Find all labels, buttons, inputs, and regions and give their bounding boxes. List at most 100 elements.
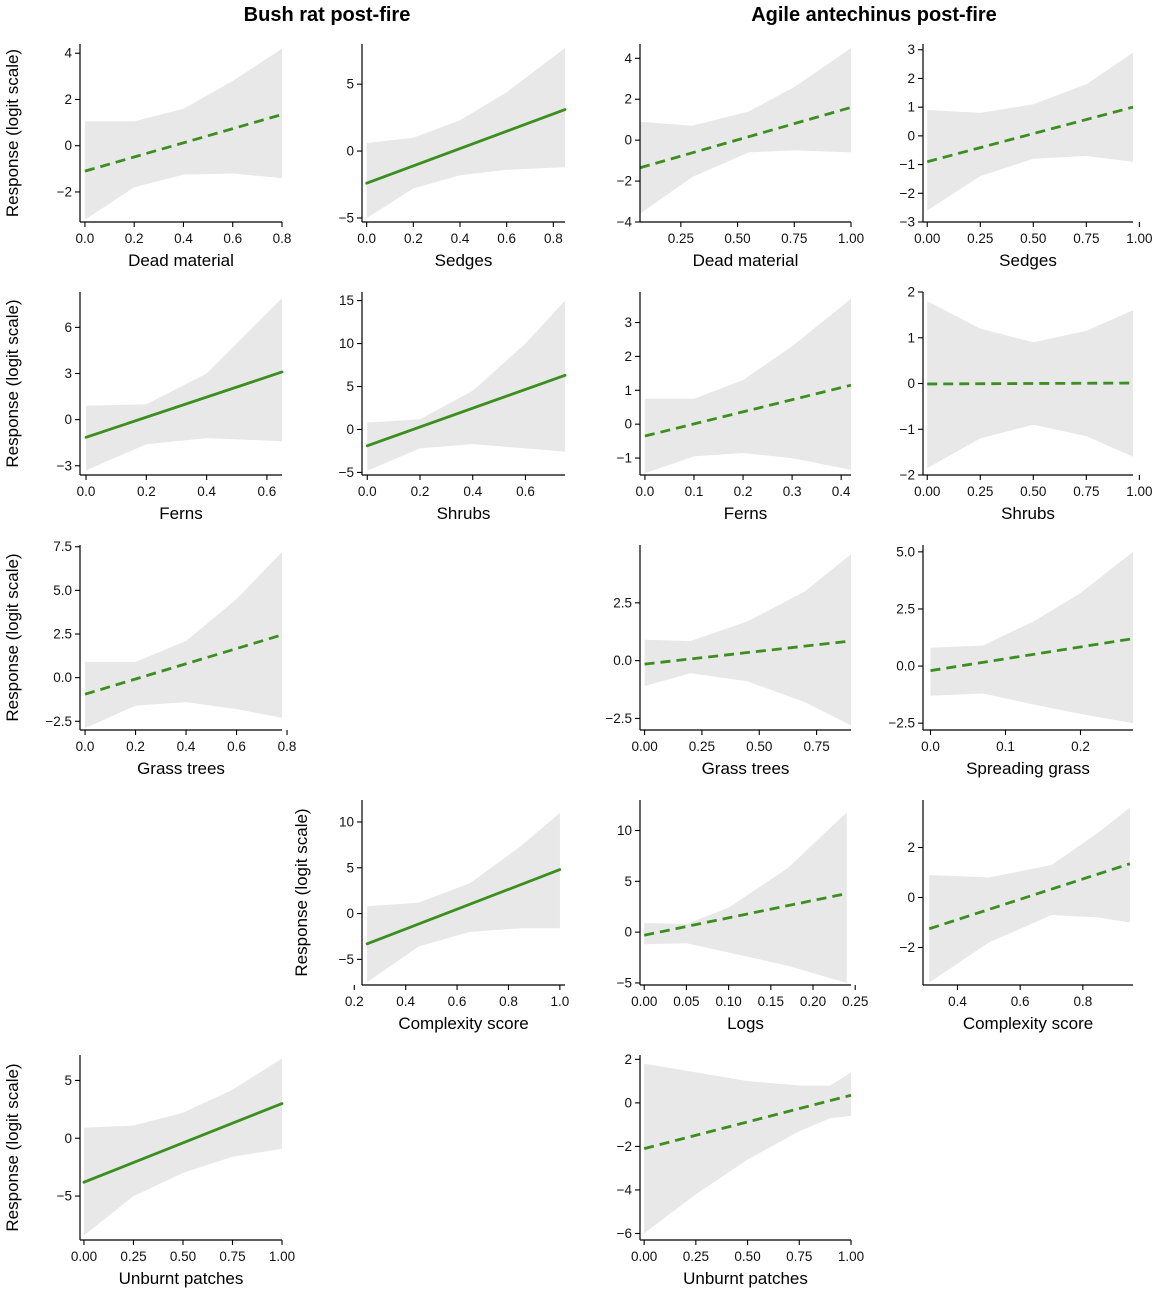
y-tick-label: −4 [617,1182,633,1197]
y-tick-label: 5 [624,874,632,889]
confidence-band [930,551,1133,724]
fitted-line [644,639,852,666]
y-tick-label: 15 [339,293,354,308]
fitted-line [82,1102,284,1184]
x-tick-label: 0.6 [497,231,516,246]
x-axis-label: Unburnt patches [119,1269,244,1288]
y-axis-label: Response (logit scale) [3,1063,22,1231]
x-axis-label: Sedges [999,251,1057,270]
y-tick-label: 10 [339,814,354,829]
y-tick-label: 1 [624,383,632,398]
y-tick-label: 0 [64,138,72,153]
x-tick-label: 0.4 [177,739,196,754]
x-tick-label: 0.0 [357,231,376,246]
y-tick-label: −2 [900,186,915,201]
x-tick-label: 0.00 [914,484,940,499]
fitted-line [84,633,283,696]
panel-bush-rat-ferns: 0.0 0.2 0.4 0.6 −3 0 3 6 Ferns Response (logit sc… [3,292,284,523]
y-tick-label: 5 [64,1073,72,1088]
panel-bush-rat-unburnt-patches: 0.00 0.25 0.50 0.75 1.00 −5 0 5 Unburnt patches R… [3,1055,295,1288]
x-tick-label: 1.0 [550,994,569,1009]
x-tick-label: 0.25 [668,231,694,246]
x-tick-label: 0.4 [396,994,415,1009]
panel-antechinus-unburnt-patches: 0.00 0.25 0.50 0.75 1.00 −6 −4 −2 0 2 Unburnt patc… [617,1052,865,1288]
y-tick-label: −2 [900,940,915,955]
panel-antechinus-complexity-score: 0.4 0.6 0.8 −2 0 2 Complexity score [900,800,1133,1033]
x-tick-label: 0.00 [631,994,657,1009]
x-tick-label: 0.0 [358,484,377,499]
x-tick-label: 0.6 [1011,994,1030,1009]
x-tick-label: 0.00 [631,739,657,754]
x-axis-label: Unburnt patches [683,1269,808,1288]
x-tick-label: 0.00 [631,1249,657,1264]
panel-antechinus-shrubs: 0.00 0.25 0.50 0.75 1.00 −2 −1 0 1 2 Shrubs [900,285,1153,524]
x-axis-label: Spreading grass [966,759,1090,778]
confidence-band [927,52,1133,211]
y-tick-label: 0 [624,133,632,148]
y-tick-label: 10 [617,823,632,838]
x-tick-label: 0.0 [921,739,940,754]
x-tick-label: 0.6 [516,484,535,499]
y-tick-label: 0.0 [53,670,72,685]
x-tick-label: 1.00 [1126,484,1152,499]
y-tick-label: 2 [907,285,915,300]
x-tick-label: 0.2 [411,484,430,499]
y-axis-label: Response (logit scale) [292,808,311,976]
fitted-line [365,108,567,185]
y-tick-label: −5 [57,1189,72,1204]
x-tick-label: 0.3 [783,484,802,499]
x-tick-label: 0.0 [77,484,96,499]
y-tick-label: 0 [624,925,632,940]
fitted-line [926,105,1134,164]
x-tick-label: 0.1 [996,739,1015,754]
x-tick-label: 0.05 [673,994,699,1009]
y-tick-label: 0 [624,417,632,432]
x-tick-label: 0.8 [544,231,563,246]
y-tick-label: 0 [907,128,915,143]
x-axis-label: Ferns [159,504,202,523]
x-tick-label: 0.00 [71,1249,97,1264]
x-tick-label: 0.25 [683,1249,709,1264]
x-tick-label: 0.4 [451,231,470,246]
y-tick-label: 5 [346,77,354,92]
panel-antechinus-sedges: 0.00 0.25 0.50 0.75 1.00 −3 −2 −1 0 1 2 3 Sedges [900,42,1153,270]
x-tick-label: 0.50 [746,739,772,754]
x-axis-label: Dead material [693,251,799,270]
fitted-line [84,113,283,173]
x-tick-label: 0.4 [197,484,216,499]
y-tick-label: −3 [57,458,72,473]
x-tick-label: 0.50 [734,1249,760,1264]
y-tick-label: 3 [624,315,632,330]
x-tick-label: 0.2 [404,231,423,246]
y-tick-label: −1 [900,422,915,437]
x-tick-label: 0.75 [803,739,829,754]
y-tick-label: 5.0 [53,583,72,598]
y-tick-label: 0 [907,376,915,391]
fitted-line [930,637,1134,673]
y-axis-label: Response (logit scale) [3,299,22,467]
y-tick-label: 0.0 [613,653,632,668]
x-tick-label: 0.25 [967,231,993,246]
confidence-band [367,812,560,983]
x-axis-label: Logs [727,1014,764,1033]
confidence-band [644,1063,851,1234]
x-tick-label: 0.25 [967,484,993,499]
x-tick-label: 0.25 [120,1249,146,1264]
y-tick-label: 10 [339,336,354,351]
y-tick-label: −1 [900,157,915,172]
y-tick-label: −2 [617,174,632,189]
panel-bush-rat-complexity-score: 0.2 0.4 0.6 0.8 1.0 −5 0 5 10 Complexity score Res… [292,800,569,1033]
confidence-band [644,298,851,474]
y-tick-label: 6 [64,320,72,335]
y-tick-label: −2.5 [45,714,72,729]
y-tick-label: 2.5 [613,595,632,610]
y-tick-label: −1 [617,451,632,466]
y-tick-label: 5 [346,379,354,394]
y-tick-label: 2 [624,92,632,107]
fitted-line [644,383,852,438]
x-tick-label: 0.50 [724,231,750,246]
fitted-line [643,892,848,937]
y-tick-label: −2 [900,468,915,483]
y-tick-label: 2 [624,349,632,364]
